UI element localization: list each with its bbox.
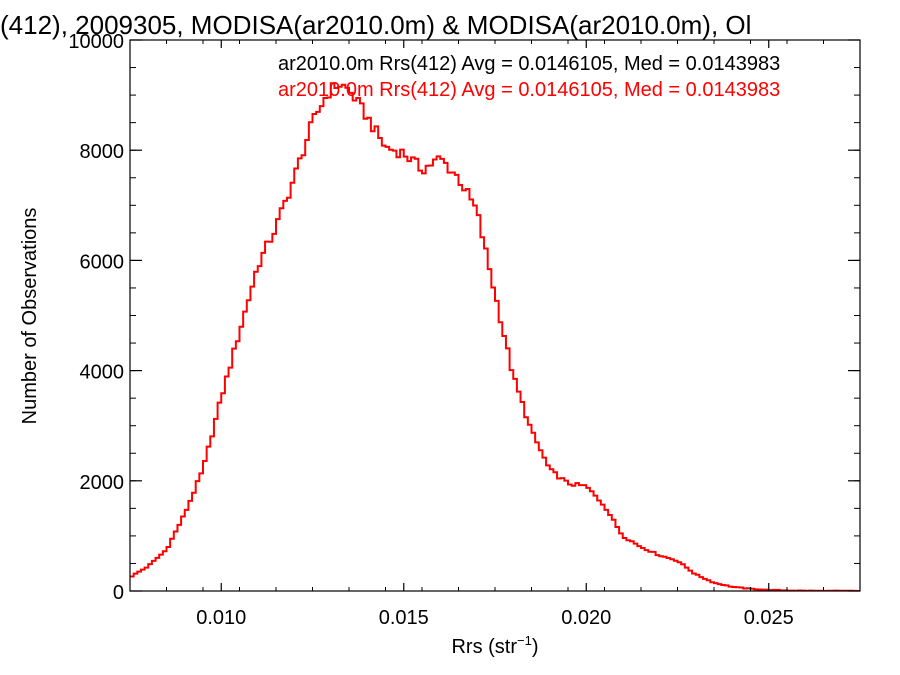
annotation-red: ar2010.0m Rrs(412) Avg = 0.0146105, Med … (278, 79, 780, 101)
y-tick-label: 4000 (80, 362, 125, 384)
x-axis-label-end: ) (532, 636, 539, 658)
chart-title: (412), 2009305, MODISA(ar2010.0m) & MODI… (0, 10, 751, 40)
y-tick-label: 10000 (68, 31, 124, 53)
x-axis-label: Rrs (str−1) (451, 633, 538, 658)
y-tick-label: 8000 (80, 141, 125, 163)
x-tick-label: 0.025 (744, 607, 794, 629)
y-tick-label: 6000 (80, 251, 125, 273)
y-axis-label: Number of Observations (19, 208, 41, 425)
x-axis-label-main: Rrs (str (451, 636, 517, 658)
y-tick-label: 0 (113, 582, 124, 604)
histogram-series-line (130, 82, 860, 591)
y-tick-label: 2000 (80, 472, 125, 494)
annotation-black: ar2010.0m Rrs(412) Avg = 0.0146105, Med … (278, 53, 780, 75)
x-tick-label: 0.010 (196, 607, 246, 629)
x-axis-label-superscript: −1 (517, 633, 532, 648)
x-tick-label: 0.020 (561, 607, 611, 629)
plot-frame (129, 39, 861, 592)
x-tick-label: 0.015 (379, 607, 429, 629)
